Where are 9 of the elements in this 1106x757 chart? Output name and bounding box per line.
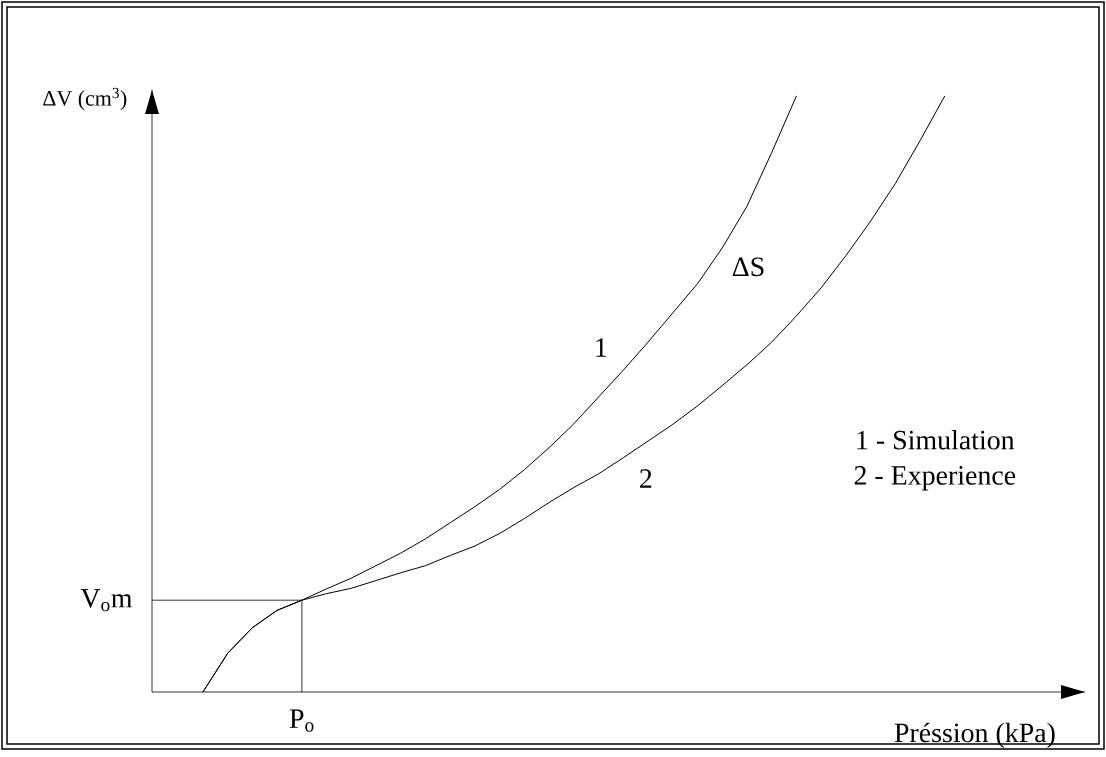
series-label: 2 (640, 469, 652, 488)
text: V$_{o}$m (80, 588, 133, 612)
series-label: 1 (596, 338, 607, 357)
annotation: ΔS (732, 257, 764, 277)
annotation: 1 - Simulation (857, 429, 1015, 450)
annotation: 2 - Experience (854, 465, 1016, 491)
x-axis-title: Préssion (kPa) (894, 722, 1055, 748)
text: P$_{o}$ (289, 709, 314, 732)
y-axis-title: ΔV (cm$^{3}$) (43, 87, 127, 111)
